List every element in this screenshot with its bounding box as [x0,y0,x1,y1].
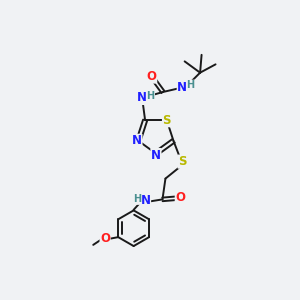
Text: O: O [175,191,185,204]
Text: N: N [177,81,187,94]
Text: S: S [178,155,187,168]
Text: N: N [132,134,142,147]
Text: N: N [137,92,147,104]
Text: O: O [100,232,110,245]
Text: S: S [163,114,171,127]
Text: N: N [140,194,151,207]
Text: H: H [146,91,154,100]
Text: N: N [151,148,161,162]
Text: H: H [134,194,142,204]
Text: H: H [187,80,195,90]
Text: O: O [147,70,157,83]
